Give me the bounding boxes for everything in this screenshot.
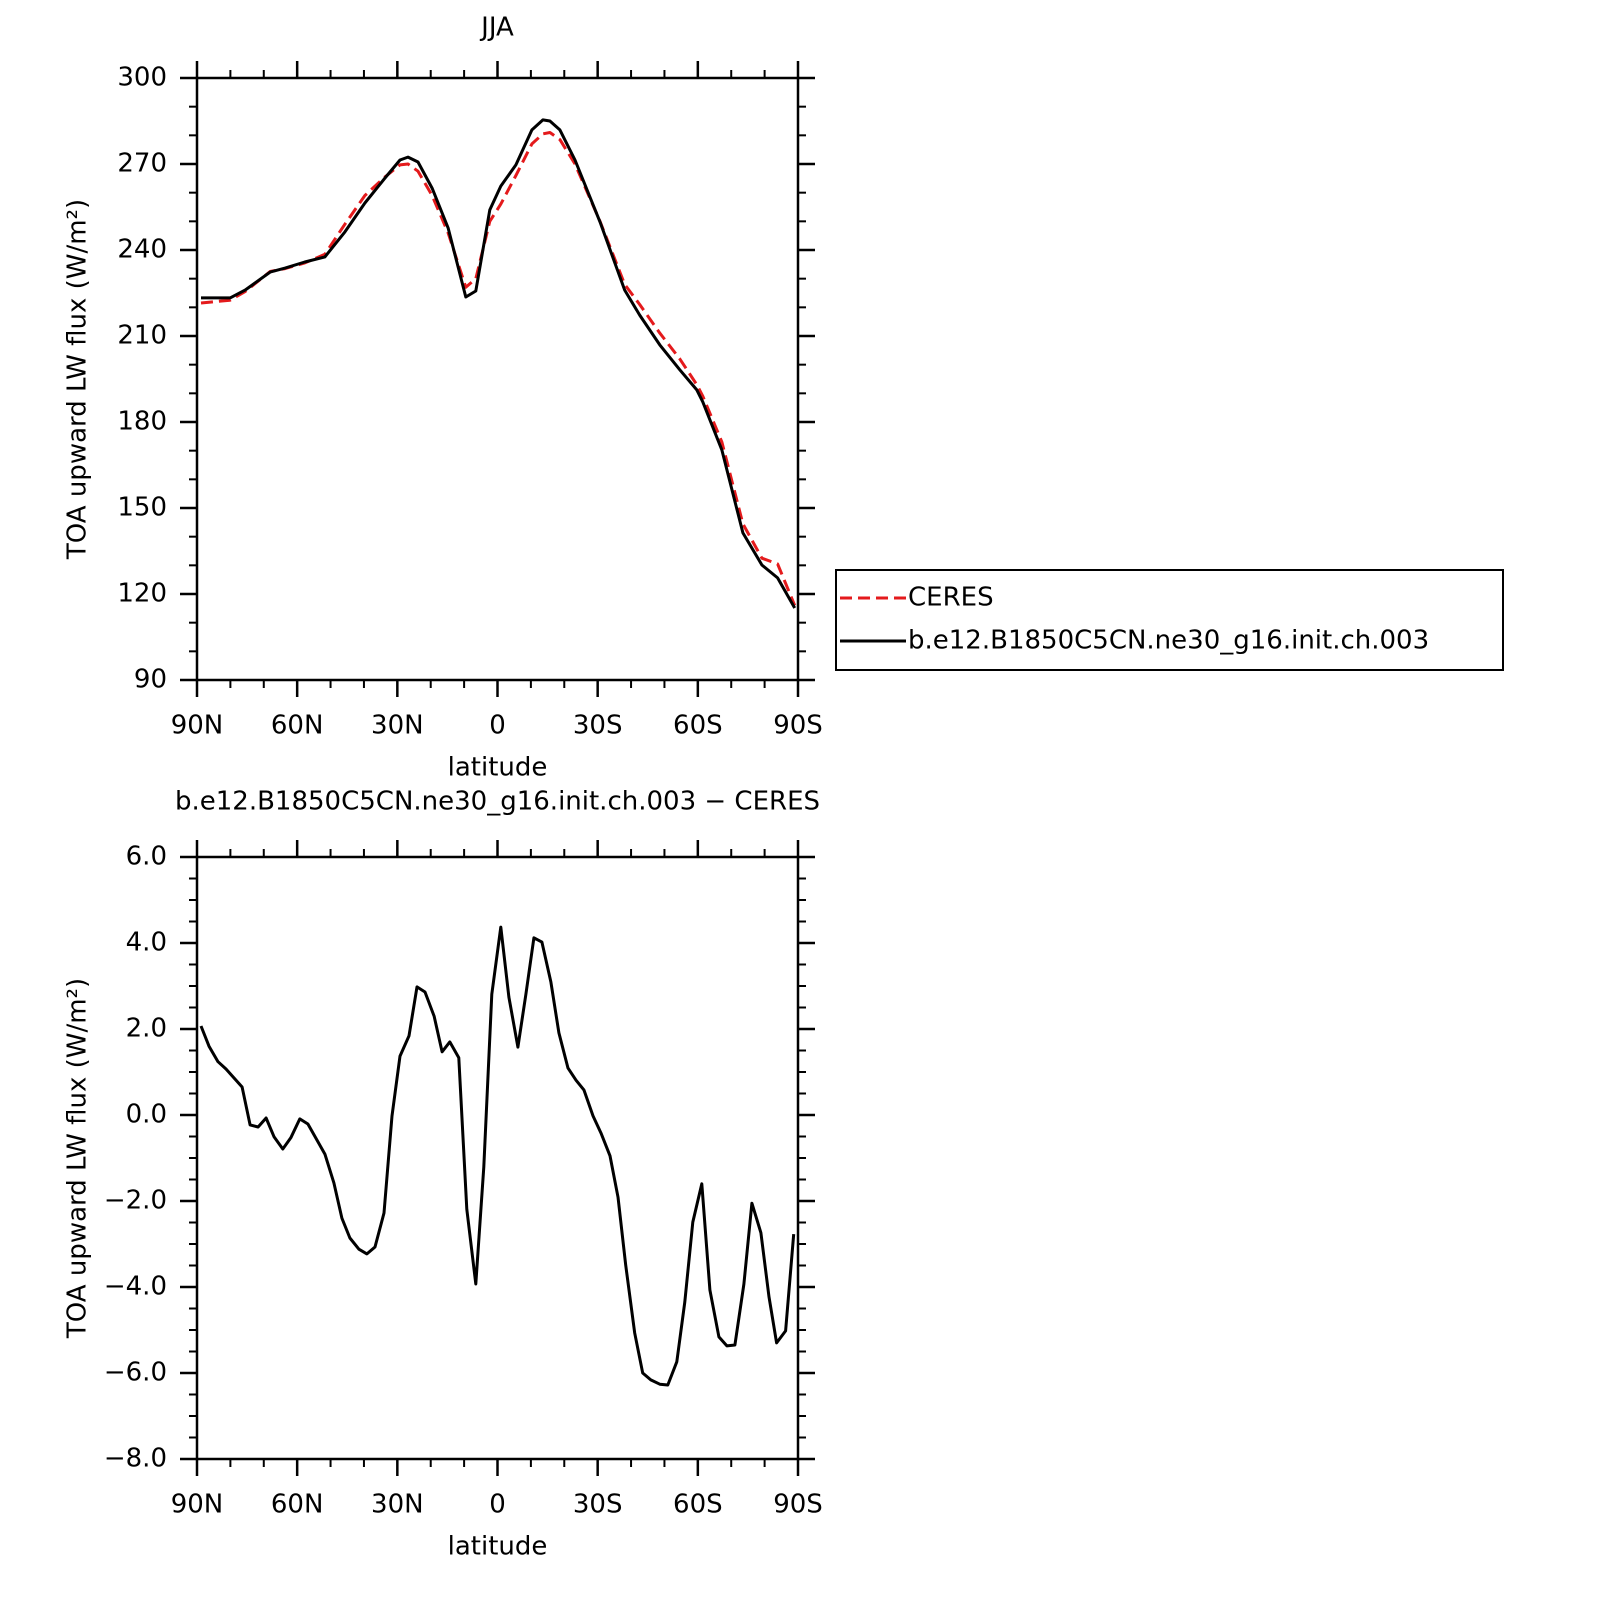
x-tick-label: 0 bbox=[489, 1490, 506, 1520]
x-axis-label: latitude bbox=[448, 1532, 548, 1562]
chart-title: b.e12.B1850C5CN.ne30_g16.init.ch.003 − C… bbox=[175, 787, 820, 817]
y-tick-label: 240 bbox=[117, 235, 167, 265]
legend: CERES b.e12.B1850C5CN.ne30_g16.init.ch.00… bbox=[835, 569, 1504, 671]
x-tick-label: 90N bbox=[171, 711, 224, 741]
x-tick-label: 0 bbox=[489, 711, 506, 741]
x-axis-label: latitude bbox=[448, 753, 548, 783]
y-tick-label: 4.0 bbox=[126, 928, 167, 958]
legend-label: CERES bbox=[908, 583, 994, 613]
data-line bbox=[199, 925, 796, 1387]
data-line bbox=[201, 118, 797, 609]
y-tick-label: 2.0 bbox=[126, 1014, 167, 1044]
y-tick-label: 6.0 bbox=[126, 842, 167, 872]
y-tick-label: 180 bbox=[117, 407, 167, 437]
x-tick-label: 90S bbox=[773, 711, 823, 741]
data-line bbox=[200, 131, 797, 607]
y-tick-label: 150 bbox=[117, 493, 167, 523]
x-tick-label: 60S bbox=[673, 1490, 723, 1520]
x-tick-label: 30S bbox=[573, 711, 623, 741]
x-tick-label: 30N bbox=[371, 711, 424, 741]
y-tick-label: 120 bbox=[117, 579, 167, 609]
x-tick-label: 60N bbox=[271, 711, 324, 741]
y-tick-label: −6.0 bbox=[104, 1358, 167, 1388]
chart-title: JJA bbox=[479, 13, 514, 43]
y-tick-label: 0.0 bbox=[126, 1100, 167, 1130]
y-axis-label: TOA upward LW flux (W/m²) bbox=[63, 199, 93, 560]
plot-frame bbox=[195, 76, 800, 682]
y-axis-label: TOA upward LW flux (W/m²) bbox=[63, 978, 93, 1339]
y-tick-label: 270 bbox=[117, 149, 167, 179]
x-tick-label: 60S bbox=[673, 711, 723, 741]
x-tick-label: 30S bbox=[573, 1490, 623, 1520]
x-tick-label: 90S bbox=[773, 1490, 823, 1520]
y-tick-label: 90 bbox=[134, 665, 167, 695]
y-tick-label: −4.0 bbox=[104, 1272, 167, 1302]
y-tick-label: −8.0 bbox=[104, 1444, 167, 1474]
x-tick-label: 60N bbox=[271, 1490, 324, 1520]
x-tick-label: 30N bbox=[371, 1490, 424, 1520]
x-tick-label: 90N bbox=[171, 1490, 224, 1520]
y-tick-label: −2.0 bbox=[104, 1186, 167, 1216]
y-tick-label: 210 bbox=[117, 321, 167, 351]
y-tick-label: 300 bbox=[117, 63, 167, 93]
legend-label: b.e12.B1850C5CN.ne30_g16.init.ch.003 bbox=[908, 626, 1429, 656]
legend-box bbox=[835, 569, 1504, 671]
